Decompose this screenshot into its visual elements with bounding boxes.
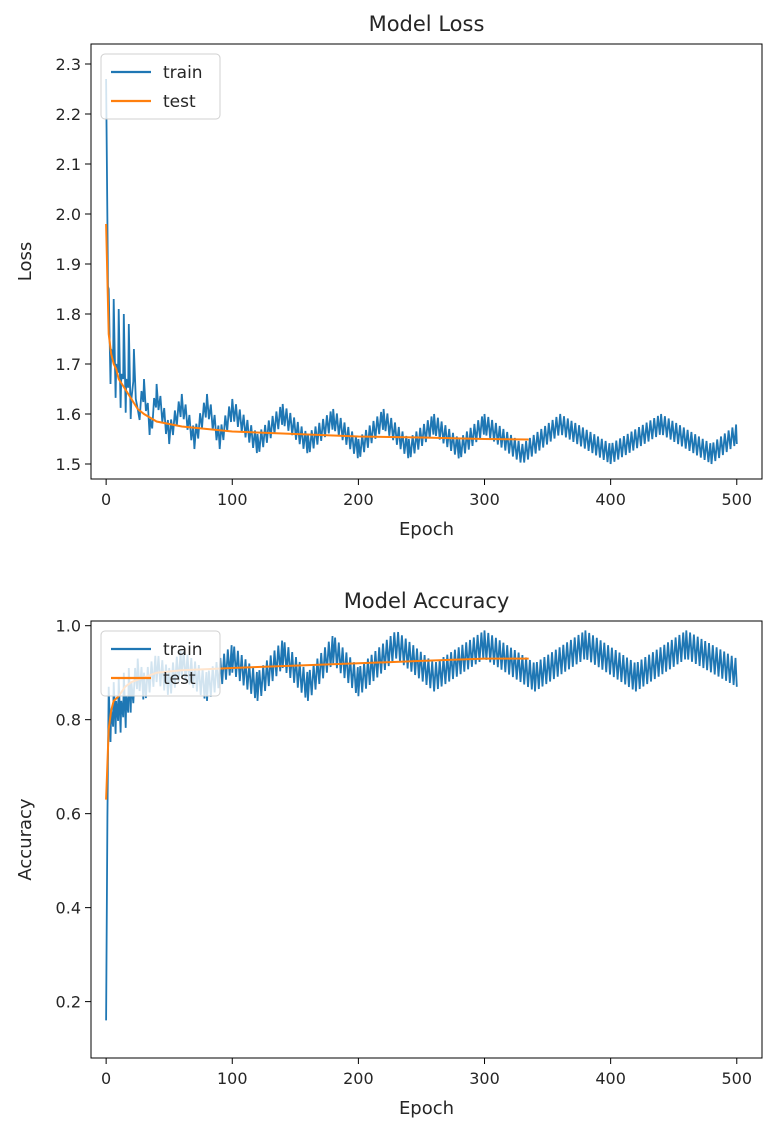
y-tick-label: 1.9 [56, 255, 81, 274]
x-axis-label: Epoch [399, 1098, 454, 1119]
x-tick-label: 0 [101, 1069, 111, 1088]
y-tick-label: 1.8 [56, 305, 81, 324]
legend-label-train: train [163, 63, 203, 83]
y-tick-label: 0.4 [56, 899, 81, 918]
y-tick-label: 2.1 [56, 155, 81, 174]
y-tick-label: 1.5 [56, 455, 81, 474]
plot-frame [90, 43, 763, 480]
legend-label-train: train [163, 640, 203, 660]
y-tick-label: 2.3 [56, 55, 81, 74]
series-line-test [105, 223, 529, 441]
y-tick-label: 0.6 [56, 805, 81, 824]
x-tick-label: 0 [101, 490, 111, 509]
series-line-train [105, 78, 738, 465]
legend: train test [100, 630, 221, 697]
y-tick-label: 2.2 [56, 105, 81, 124]
chart-panel-0: Model Loss 0 100 200 300 400 500 1.5 1.6 1.7 1.8 1.… [15, 12, 763, 540]
x-tick-label: 200 [343, 490, 374, 509]
y-axis-label: Accuracy [15, 798, 36, 881]
legend-box [100, 630, 221, 697]
x-tick-label: 300 [469, 490, 500, 509]
plot-frame [90, 620, 763, 1059]
x-tick-label: 500 [722, 490, 753, 509]
x-tick-label: 200 [343, 1069, 374, 1088]
y-tick-label: 0.8 [56, 711, 81, 730]
x-tick-label: 100 [217, 490, 248, 509]
y-tick-label: 1.6 [56, 405, 81, 424]
y-tick-label: 1.7 [56, 355, 81, 374]
legend-box [100, 53, 221, 120]
y-tick-label: 1.0 [56, 617, 81, 636]
x-tick-label: 100 [217, 1069, 248, 1088]
chart-title: Model Accuracy [344, 589, 510, 613]
x-axis-label: Epoch [399, 519, 454, 540]
y-tick-label: 0.2 [56, 993, 81, 1012]
y-tick-label: 2.0 [56, 205, 81, 224]
x-tick-label: 500 [722, 1069, 753, 1088]
legend-label-test: test [163, 669, 196, 689]
legend-label-test: test [163, 92, 196, 112]
y-axis-label: Loss [15, 242, 36, 281]
x-tick-label: 400 [595, 490, 626, 509]
x-tick-label: 400 [595, 1069, 626, 1088]
chart-title: Model Loss [369, 12, 485, 36]
legend: train test [100, 53, 221, 120]
chart-panel-1: Model Accuracy 0 100 200 300 400 500 0.2 0.4 0.6 0… [15, 589, 763, 1119]
x-tick-label: 300 [469, 1069, 500, 1088]
